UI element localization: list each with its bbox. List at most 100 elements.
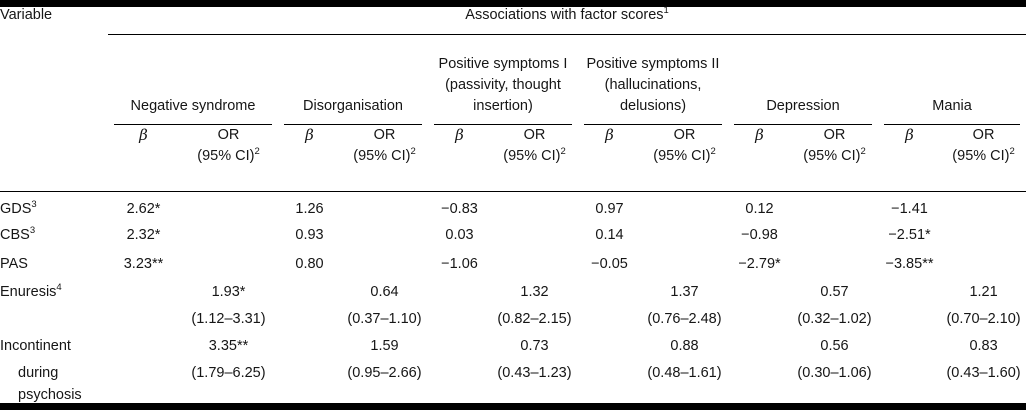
beta-cell: 0.03 — [445, 227, 474, 243]
ci-cell: (0.82–2.15) — [497, 311, 572, 327]
empty-cell — [278, 387, 341, 407]
empty-cell — [341, 387, 428, 407]
empty-cell — [341, 192, 428, 221]
empty-cell — [791, 221, 878, 250]
beta-cell: −2.79* — [738, 256, 781, 272]
ci-footnote-marker: 2 — [710, 145, 716, 157]
empty-cell — [278, 333, 341, 360]
empty-cell — [428, 306, 491, 333]
empty-cell — [341, 221, 428, 250]
table-row-psychosis: psychosis — [0, 387, 1026, 407]
empty-cell — [878, 279, 941, 306]
empty-cell — [941, 221, 1026, 250]
ci-cell: (0.95–2.66) — [347, 365, 422, 381]
beta-cell: −3.85** — [885, 256, 934, 272]
empty-cell — [179, 387, 278, 407]
or-cell: 1.21 — [969, 284, 998, 300]
factor-header-mania: Mania — [878, 35, 1026, 125]
beta-cell: 2.32* — [126, 227, 161, 243]
or-header: OR (95% CI)2 — [179, 124, 278, 192]
empty-cell — [641, 250, 728, 279]
empty-cell — [491, 192, 578, 221]
empty-cell — [108, 279, 179, 306]
empty-cell — [578, 306, 641, 333]
ci-footnote-marker: 2 — [1009, 145, 1015, 157]
or-cell: 0.83 — [969, 338, 998, 354]
empty-cell — [108, 360, 179, 387]
table-title: Associations with factor scores — [465, 7, 664, 23]
empty-cell — [791, 250, 878, 279]
empty-cell — [941, 192, 1026, 221]
empty-cell — [428, 360, 491, 387]
ci-cell: (0.43–1.60) — [946, 365, 1021, 381]
beta-cell: 0.93 — [295, 227, 324, 243]
empty-cell — [578, 387, 641, 407]
table-row-gds: GDS3 2.62* 1.26 −0.83 0.97 0.12 −1.41 — [0, 192, 1026, 221]
empty-cell — [728, 360, 791, 387]
empty-cell — [878, 306, 941, 333]
empty-cell — [428, 387, 491, 407]
row-label: Incontinent — [0, 338, 71, 354]
beta-header: β — [878, 124, 941, 192]
table-row-enuresis-ci: (1.12–3.31) (0.37–1.10) (0.82–2.15) (0.7… — [0, 306, 1026, 333]
title-row: Variable Associations with factor scores… — [0, 3, 1026, 192]
variable-column-header: Variable — [0, 3, 108, 192]
empty-cell — [179, 250, 278, 279]
ci-cell: (0.32–1.02) — [797, 311, 872, 327]
factor-header-positive-symptoms-2: Positive symptoms II (hallucinations, de… — [578, 35, 728, 125]
beta-cell: 2.62* — [126, 200, 161, 217]
empty-cell — [179, 221, 278, 250]
row-footnote-marker: 3 — [29, 225, 36, 237]
ci-footnote-marker: 2 — [860, 145, 866, 157]
or-header: OR (95% CI)2 — [791, 124, 878, 192]
beta-cell: −0.05 — [591, 256, 628, 272]
beta-header: β — [428, 124, 491, 192]
or-header: OR (95% CI)2 — [641, 124, 728, 192]
or-cell: 1.32 — [520, 284, 549, 300]
empty-cell — [728, 306, 791, 333]
empty-cell — [728, 279, 791, 306]
ci-footnote-marker: 2 — [254, 145, 260, 157]
empty-cell — [728, 387, 791, 407]
row-label: during — [18, 365, 59, 381]
row-label: GDS3 — [0, 198, 37, 217]
empty-cell — [179, 192, 278, 221]
or-header: OR (95% CI)2 — [491, 124, 578, 192]
beta-header: β — [108, 124, 179, 192]
ci-cell: (0.37–1.10) — [347, 311, 422, 327]
empty-cell — [578, 279, 641, 306]
empty-cell — [341, 250, 428, 279]
or-cell: 0.73 — [520, 338, 549, 354]
factor-header-depression: Depression — [728, 35, 878, 125]
beta-cell: −1.41 — [891, 200, 928, 217]
factor-header-row: Negative syndrome Disorganisation Positi… — [0, 35, 1026, 125]
factor-name: Mania — [932, 97, 972, 114]
empty-cell — [878, 333, 941, 360]
ci-cell: (1.12–3.31) — [191, 311, 266, 327]
title-footnote-marker: 1 — [663, 5, 669, 17]
empty-cell — [728, 333, 791, 360]
row-label: PAS — [0, 256, 28, 272]
ci-footnote-marker: 2 — [560, 145, 566, 157]
empty-cell — [278, 306, 341, 333]
beta-cell: 0.14 — [595, 227, 624, 243]
table-row-enuresis: Enuresis4 1.93* 0.64 1.32 1.37 0.57 1.21 — [0, 279, 1026, 306]
empty-cell — [641, 192, 728, 221]
empty-cell — [791, 192, 878, 221]
empty-cell — [428, 279, 491, 306]
beta-cell: −2.51* — [888, 227, 931, 243]
empty-cell — [941, 250, 1026, 279]
factor-header-negative-syndrome: Negative syndrome — [108, 35, 278, 125]
empty-cell — [578, 360, 641, 387]
beta-header: β — [278, 124, 341, 192]
or-cell: 1.59 — [370, 338, 399, 354]
beta-cell: 3.23** — [123, 256, 164, 272]
beta-cell: 0.12 — [745, 200, 774, 217]
empty-cell — [278, 360, 341, 387]
or-cell: 0.56 — [820, 338, 849, 354]
factor-name: Depression — [766, 97, 840, 114]
ci-cell: (0.76–2.48) — [647, 311, 722, 327]
beta-cell: −0.83 — [441, 200, 478, 217]
table-row-incontinent-ci: during (1.79–6.25) (0.95–2.66) (0.43–1.2… — [0, 360, 1026, 387]
